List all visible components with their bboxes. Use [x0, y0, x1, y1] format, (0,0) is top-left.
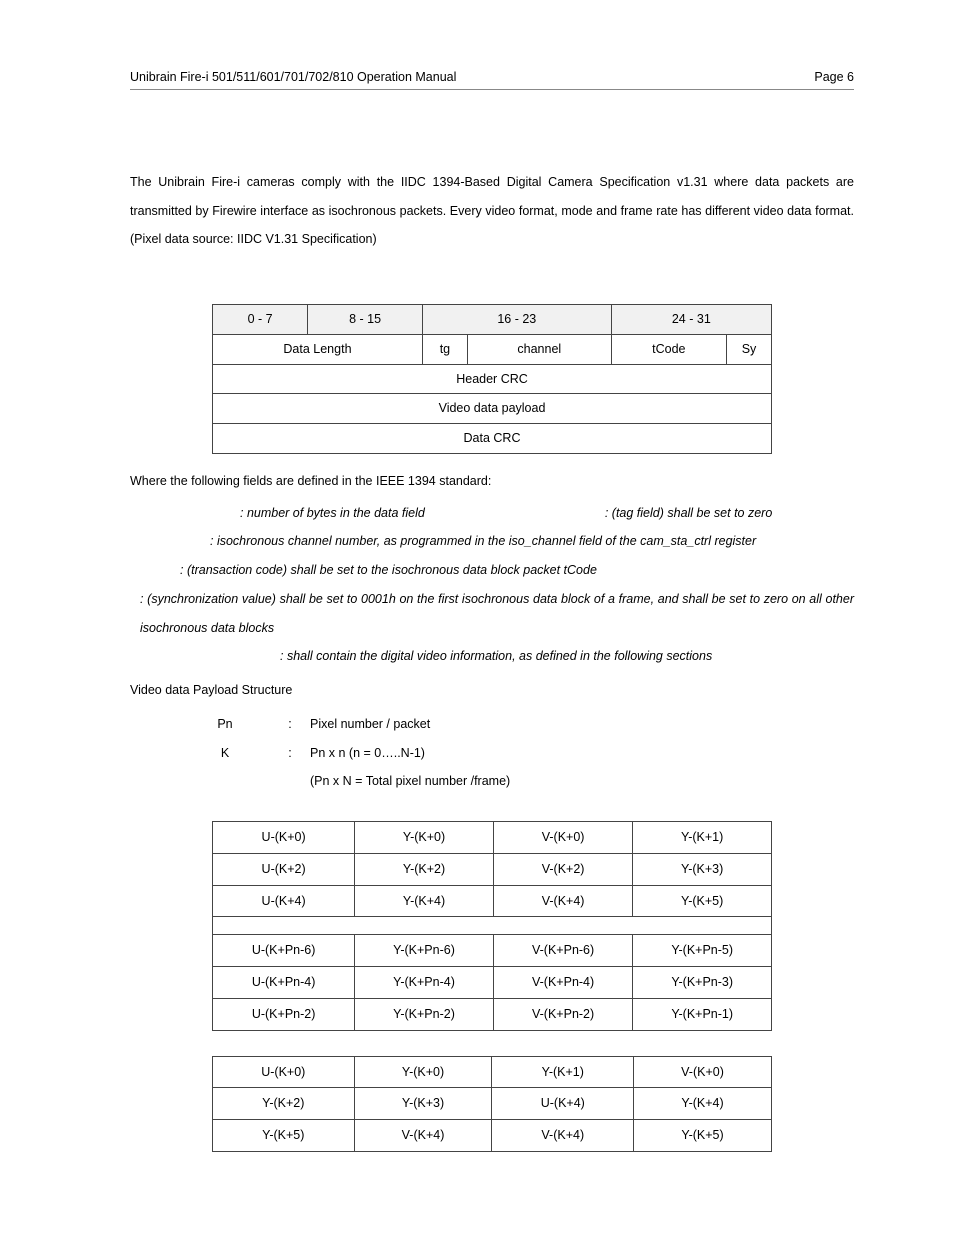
- table-row: U-(K+0)Y-(K+0)Y-(K+1)V-(K+0): [213, 1056, 772, 1088]
- table-cell: Y-(K+5): [634, 1120, 772, 1152]
- page-header: Unibrain Fire-i 501/511/601/701/702/810 …: [130, 68, 854, 90]
- table-cell: Y-(K+Pn-6): [355, 935, 494, 967]
- cell-tcode: tCode: [611, 334, 726, 364]
- definition-text: : number of bytes in the data field: [240, 506, 425, 520]
- table-cell: Y-(K+5): [213, 1120, 355, 1152]
- table-cell: U-(K+Pn-6): [213, 935, 355, 967]
- definition-line: : number of bytes in the data field: (ta…: [130, 499, 854, 528]
- table-cell: Y-(K+3): [354, 1088, 492, 1120]
- table-row: Header CRC: [213, 364, 772, 394]
- cell-tg: tg: [422, 334, 467, 364]
- table-cell: V-(K+Pn-2): [493, 998, 633, 1030]
- table-row: Video data payload: [213, 394, 772, 424]
- table-cell: V-(K+2): [493, 853, 633, 885]
- table-row: Y-(K+5)V-(K+4)V-(K+4)Y-(K+5): [213, 1120, 772, 1152]
- table-gap-cell: [213, 917, 772, 935]
- table-cell: Y-(K+Pn-2): [355, 998, 494, 1030]
- table-row: U-(K+0)Y-(K+0)V-(K+0)Y-(K+1): [213, 822, 772, 854]
- table-cell: U-(K+4): [213, 885, 355, 917]
- payload-data-table-1: U-(K+0)Y-(K+0)V-(K+0)Y-(K+1)U-(K+2)Y-(K+…: [212, 821, 772, 1031]
- table-cell: U-(K+Pn-2): [213, 998, 355, 1030]
- table-cell: V-(K+0): [493, 822, 633, 854]
- cell-data-crc: Data CRC: [213, 424, 772, 454]
- definitions-block: : number of bytes in the data field: (ta…: [130, 499, 854, 672]
- bits-col: 16 - 23: [422, 305, 611, 335]
- table-cell: Y-(K+2): [355, 853, 494, 885]
- payload-desc: Pn x n (n = 0…..N-1): [310, 739, 854, 768]
- table-cell: V-(K+Pn-4): [493, 967, 633, 999]
- payload-colon: :: [270, 710, 310, 739]
- table-cell: Y-(K+Pn-5): [633, 935, 772, 967]
- table-row: Data CRC: [213, 424, 772, 454]
- table-row: U-(K+2)Y-(K+2)V-(K+2)Y-(K+3): [213, 853, 772, 885]
- table-cell: Y-(K+4): [634, 1088, 772, 1120]
- payload-desc: (Pn x N = Total pixel number /frame): [310, 767, 854, 796]
- table-gap-row: [213, 917, 772, 935]
- payload-sym: [180, 767, 270, 796]
- payload-sym: K: [180, 739, 270, 768]
- payload-defs: Pn : Pixel number / packet K : Pn x n (n…: [180, 710, 854, 796]
- table-row: Y-(K+2)Y-(K+3)U-(K+4)Y-(K+4): [213, 1088, 772, 1120]
- payload-structure-title: Video data Payload Structure: [130, 681, 854, 700]
- payload-colon: [270, 767, 310, 796]
- definition-line: : isochronous channel number, as program…: [130, 527, 854, 556]
- table-cell: Y-(K+1): [492, 1056, 634, 1088]
- table-cell: U-(K+2): [213, 853, 355, 885]
- table-row: U-(K+Pn-4)Y-(K+Pn-4)V-(K+Pn-4)Y-(K+Pn-3): [213, 967, 772, 999]
- table-row: 0 - 7 8 - 15 16 - 23 24 - 31: [213, 305, 772, 335]
- table-cell: Y-(K+Pn-1): [633, 998, 772, 1030]
- table-cell: U-(K+0): [213, 1056, 355, 1088]
- cell-data-length: Data Length: [213, 334, 423, 364]
- table-cell: U-(K+Pn-4): [213, 967, 355, 999]
- table-cell: Y-(K+Pn-3): [633, 967, 772, 999]
- payload-colon: :: [270, 739, 310, 768]
- definition-line: : (synchronization value) shall be set t…: [130, 585, 854, 643]
- table-cell: Y-(K+2): [213, 1088, 355, 1120]
- table-cell: Y-(K+0): [354, 1056, 492, 1088]
- table-cell: V-(K+4): [492, 1120, 634, 1152]
- table-cell: Y-(K+0): [355, 822, 494, 854]
- table-row: U-(K+Pn-6)Y-(K+Pn-6)V-(K+Pn-6)Y-(K+Pn-5): [213, 935, 772, 967]
- table-row: U-(K+4)Y-(K+4)V-(K+4)Y-(K+5): [213, 885, 772, 917]
- table-cell: V-(K+Pn-6): [493, 935, 633, 967]
- page-root: Unibrain Fire-i 501/511/601/701/702/810 …: [0, 0, 954, 1237]
- table-cell: Y-(K+3): [633, 853, 772, 885]
- definition-line: : (transaction code) shall be set to the…: [130, 556, 854, 585]
- table-row: U-(K+Pn-2)Y-(K+Pn-2)V-(K+Pn-2)Y-(K+Pn-1): [213, 998, 772, 1030]
- table-cell: U-(K+0): [213, 822, 355, 854]
- definitions-intro: Where the following fields are defined i…: [130, 472, 854, 491]
- payload-data-table-2: U-(K+0)Y-(K+0)Y-(K+1)V-(K+0)Y-(K+2)Y-(K+…: [212, 1056, 772, 1152]
- definition-line: : shall contain the digital video inform…: [130, 642, 854, 671]
- page-number: Page 6: [814, 68, 854, 87]
- payload-def-row: K : Pn x n (n = 0…..N-1): [180, 739, 854, 768]
- payload-def-row: (Pn x N = Total pixel number /frame): [180, 767, 854, 796]
- table-cell: V-(K+4): [354, 1120, 492, 1152]
- payload-def-row: Pn : Pixel number / packet: [180, 710, 854, 739]
- table-row: Data Length tg channel tCode Sy: [213, 334, 772, 364]
- table-cell: Y-(K+4): [355, 885, 494, 917]
- payload-desc: Pixel number / packet: [310, 710, 854, 739]
- doc-title: Unibrain Fire-i 501/511/601/701/702/810 …: [130, 68, 456, 87]
- cell-video-payload: Video data payload: [213, 394, 772, 424]
- table-cell: Y-(K+Pn-4): [355, 967, 494, 999]
- cell-channel: channel: [467, 334, 611, 364]
- table-cell: V-(K+4): [493, 885, 633, 917]
- table-cell: Y-(K+5): [633, 885, 772, 917]
- table-cell: V-(K+0): [634, 1056, 772, 1088]
- cell-sy: Sy: [727, 334, 772, 364]
- table-cell: Y-(K+1): [633, 822, 772, 854]
- definition-tail: : (tag field) shall be set to zero: [425, 506, 772, 520]
- bits-col: 24 - 31: [611, 305, 771, 335]
- payload-sym: Pn: [180, 710, 270, 739]
- cell-header-crc: Header CRC: [213, 364, 772, 394]
- intro-paragraph: The Unibrain Fire-i cameras comply with …: [130, 168, 854, 254]
- bits-col: 0 - 7: [213, 305, 308, 335]
- bits-col: 8 - 15: [308, 305, 423, 335]
- table-cell: U-(K+4): [492, 1088, 634, 1120]
- packet-format-table: 0 - 7 8 - 15 16 - 23 24 - 31 Data Length…: [212, 304, 772, 454]
